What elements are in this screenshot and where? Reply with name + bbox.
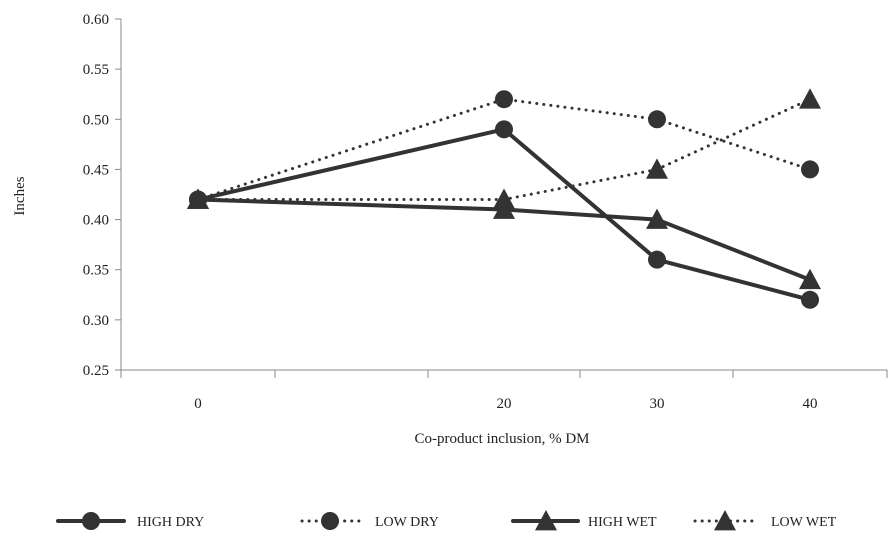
y-tick-label: 0.50 (83, 112, 109, 128)
y-tick-label: 0.40 (83, 213, 109, 229)
data-point (801, 160, 819, 179)
series-line (196, 97, 812, 202)
legend-swatch-marker (82, 512, 100, 530)
y-tick-label: 0.30 (83, 313, 109, 329)
axes: 0.25 0.30 0.35 0.40 0.45 0.50 0.55 0.60 0 20 30 40 (83, 12, 888, 412)
legend-item: LOW WET (693, 510, 837, 531)
data-point (648, 250, 666, 269)
series-line (196, 127, 812, 302)
x-tick-label: 40 (803, 396, 818, 412)
series-line (196, 97, 812, 202)
x-tick-label: 0 (194, 396, 202, 412)
legend-item: HIGH WET (511, 510, 657, 531)
x-tick-label: 20 (497, 396, 512, 412)
legend-item: HIGH DRY (56, 512, 204, 530)
data-point (646, 158, 668, 179)
legend-label: HIGH WET (588, 515, 657, 530)
data-point (495, 90, 513, 109)
data-point (799, 88, 821, 109)
series-low-dry (189, 90, 819, 209)
series-line (196, 197, 812, 282)
y-tick-label: 0.60 (83, 12, 109, 28)
data-point (799, 268, 821, 290)
legend-label: LOW DRY (375, 515, 439, 530)
x-tick-label: 30 (650, 396, 665, 412)
series-layer (187, 88, 821, 309)
legend-item: LOW DRY (300, 512, 439, 530)
y-tick-label: 0.35 (83, 263, 109, 279)
data-point (493, 188, 515, 209)
legend-swatch-marker (321, 512, 339, 530)
y-tick-label: 0.45 (83, 162, 109, 178)
legend-swatch-marker (535, 510, 557, 531)
legend-label: HIGH DRY (137, 515, 204, 530)
data-point (495, 120, 513, 139)
data-point (646, 208, 668, 229)
legend: HIGH DRY LOW DRY HIGH WET LOW WET (56, 510, 837, 531)
y-tick-label: 0.55 (83, 62, 109, 78)
y-tick-label: 0.25 (83, 363, 109, 379)
data-point (187, 188, 209, 209)
y-axis-title: Inches (12, 176, 28, 215)
data-point (801, 290, 819, 309)
series-low-wet (187, 88, 821, 209)
legend-swatch-marker (714, 510, 736, 531)
legend-label: LOW WET (771, 515, 837, 530)
x-axis-title: Co-product inclusion, % DM (415, 431, 590, 447)
data-point (648, 110, 666, 129)
